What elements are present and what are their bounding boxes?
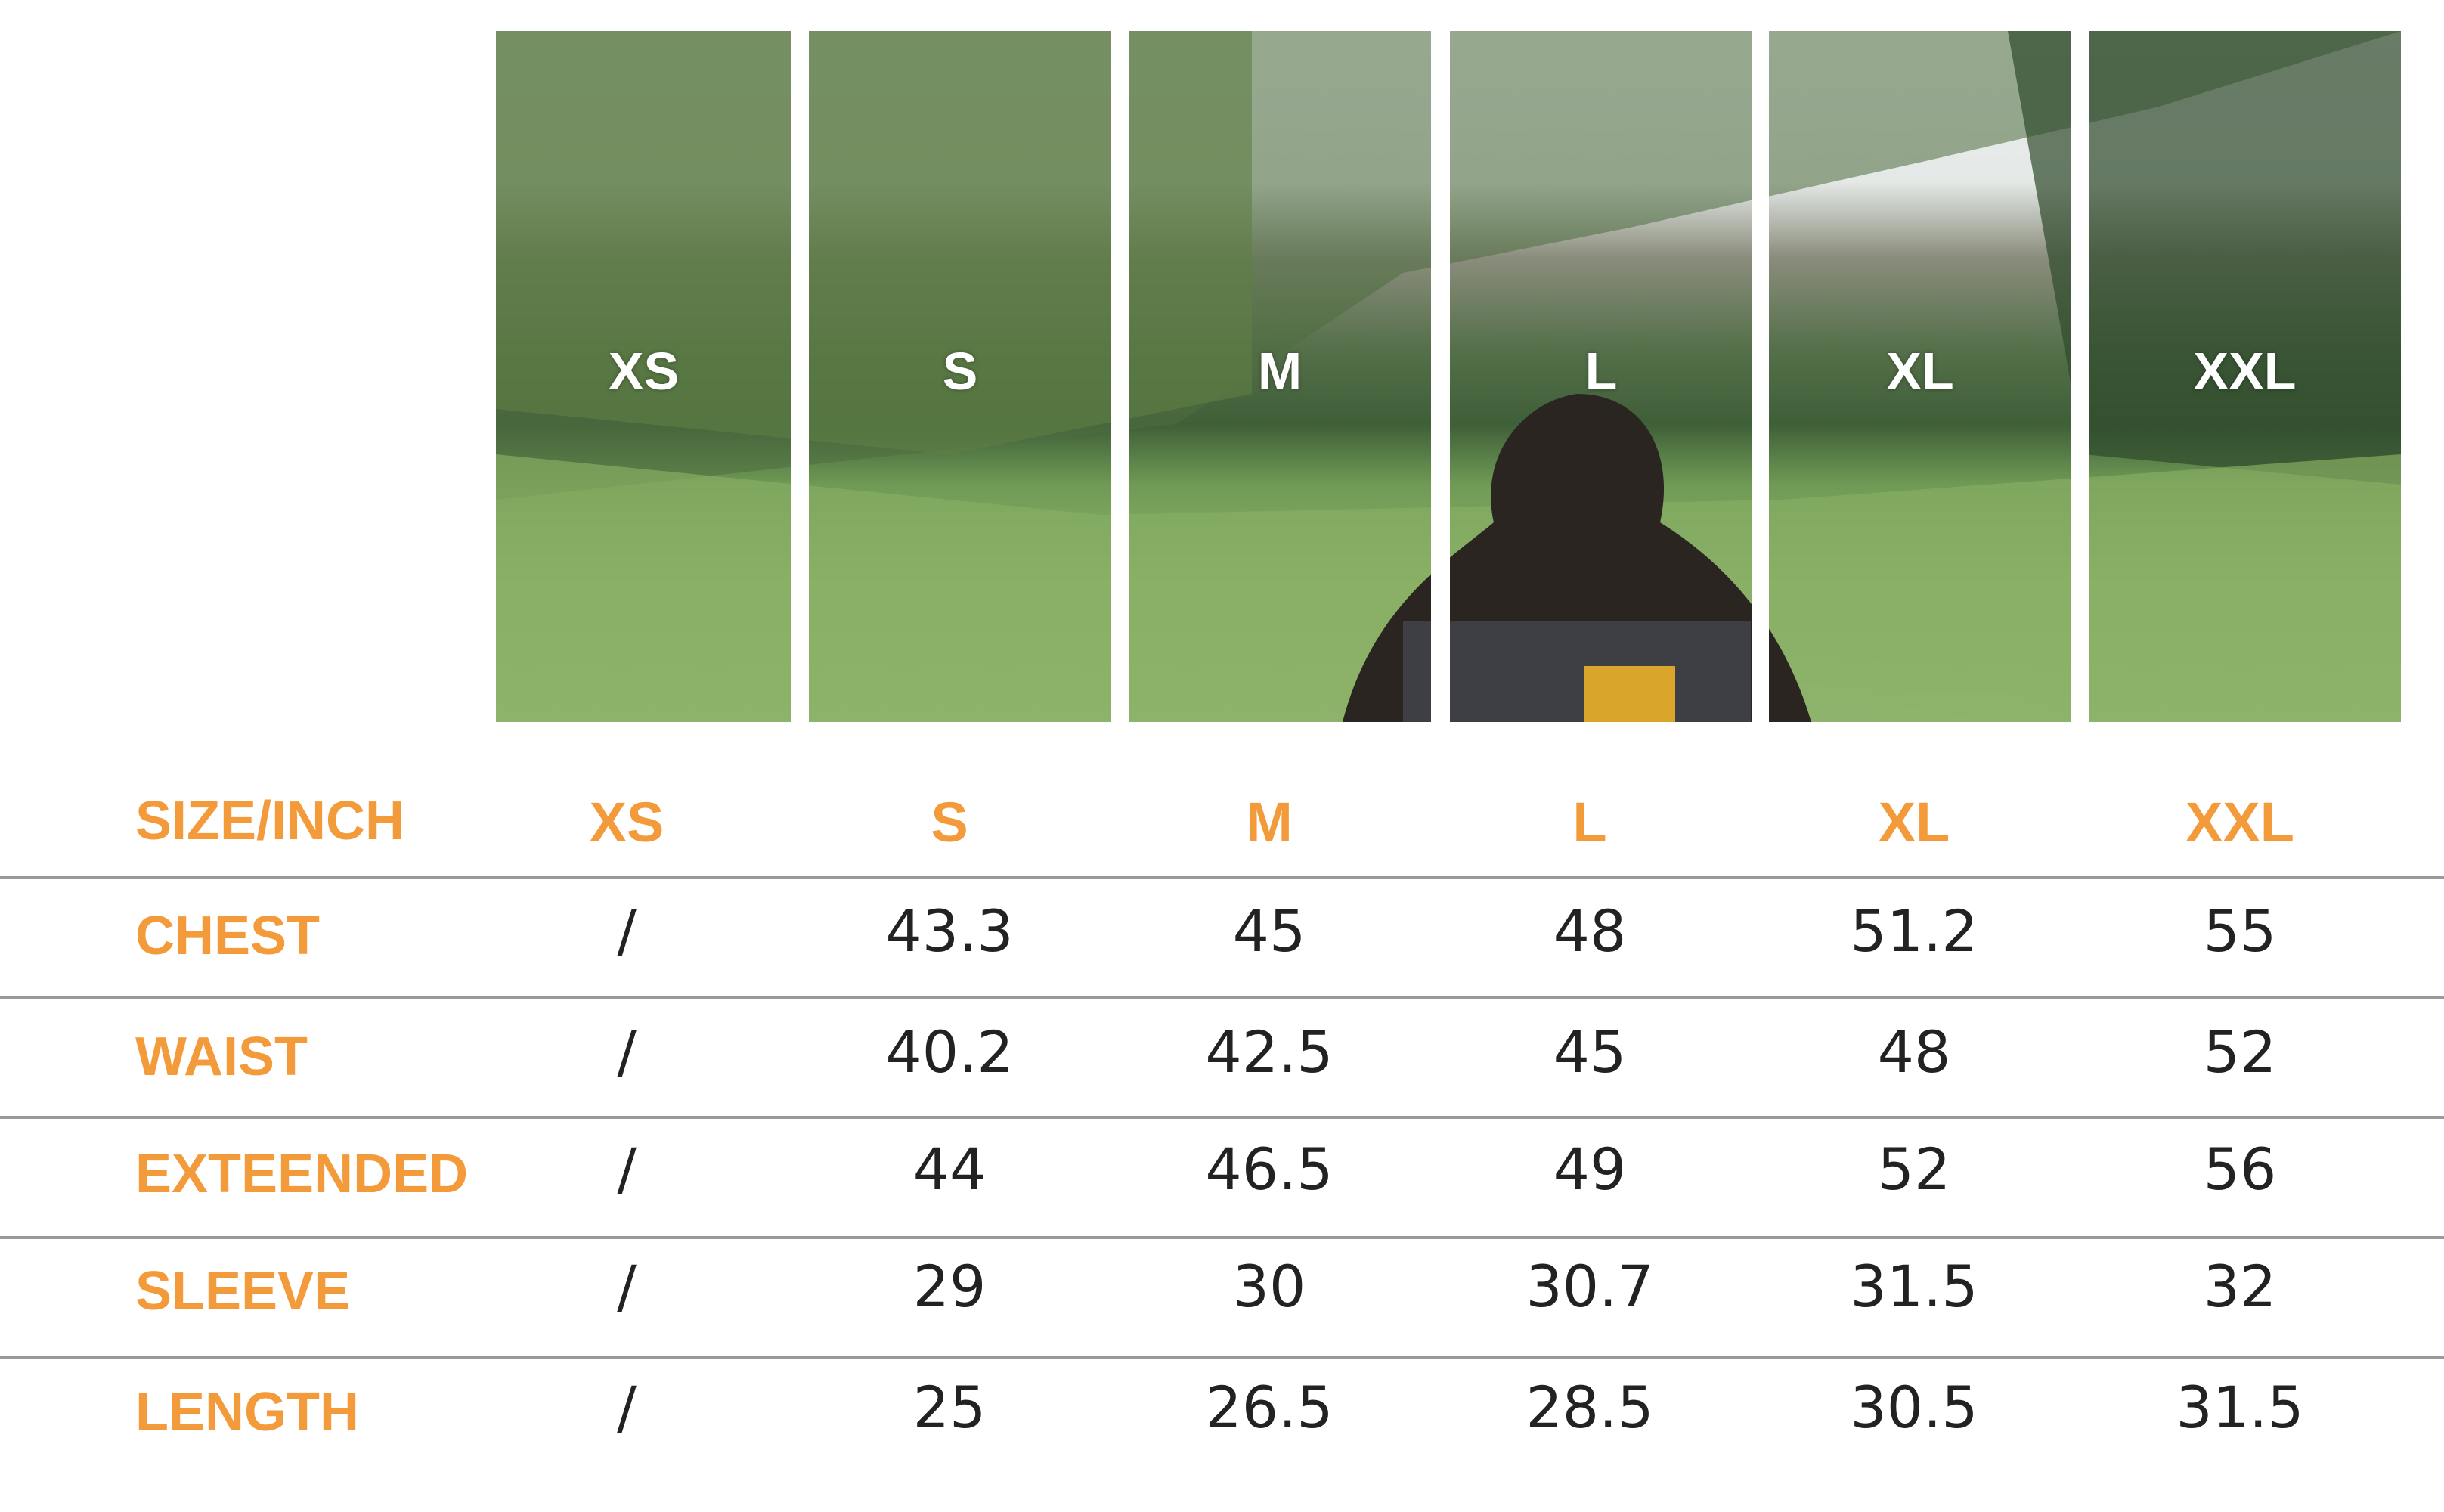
- column-header-xs: XS: [589, 791, 664, 854]
- column-header-xxl: XXL: [2185, 791, 2294, 854]
- size-panel-xs: XS: [496, 31, 791, 722]
- table-cell: 31.5: [2176, 1374, 2304, 1441]
- table-cell: 56: [2203, 1136, 2277, 1203]
- landscape-photo: [1769, 31, 2071, 722]
- landscape-photo: [496, 31, 791, 722]
- landscape-photo: [1450, 31, 1752, 722]
- table-cell: 32: [2203, 1253, 2277, 1320]
- table-cell: 45: [1553, 1018, 1627, 1086]
- table-cell: 44: [912, 1136, 987, 1203]
- table-cell: /: [617, 1136, 637, 1203]
- landscape-photo: [809, 31, 1111, 722]
- table-cell: 28.5: [1526, 1374, 1654, 1441]
- table-cell: 52: [2203, 1018, 2277, 1086]
- table-cell: 43.3: [885, 897, 1014, 965]
- table-cell: 30.5: [1850, 1374, 1978, 1441]
- corner-header: SIZE/INCH: [135, 791, 405, 851]
- panel-size-label: M: [1257, 342, 1303, 401]
- table-cell: 55: [2203, 897, 2277, 965]
- panel-size-label: XL: [1886, 342, 1954, 401]
- column-header-m: M: [1246, 791, 1293, 854]
- size-panel-s: S: [809, 31, 1111, 722]
- size-panel-m: M: [1129, 31, 1431, 722]
- size-panel-xl: XL: [1769, 31, 2071, 722]
- size-panel-xxl: XXL: [2089, 31, 2401, 722]
- table-cell: 25: [912, 1374, 987, 1441]
- landscape-photo: [2089, 31, 2401, 722]
- table-cell: /: [617, 897, 637, 965]
- row-label-waist: WAIST: [135, 1027, 308, 1087]
- panel-size-label: XS: [608, 342, 680, 401]
- table-cell: /: [617, 1253, 637, 1320]
- row-divider: [0, 1356, 2444, 1359]
- table-cell: 26.5: [1205, 1374, 1334, 1441]
- table-cell: 45: [1232, 897, 1306, 965]
- row-label-chest: CHEST: [135, 906, 321, 966]
- table-cell: 51.2: [1850, 897, 1978, 965]
- table-cell: /: [617, 1018, 637, 1086]
- column-header-xl: XL: [1878, 791, 1950, 854]
- table-cell: 40.2: [885, 1018, 1014, 1086]
- row-label-exteended: EXTEENDED: [135, 1144, 469, 1204]
- panel-size-label: S: [942, 342, 978, 401]
- landscape-photo: [1129, 31, 1431, 722]
- row-divider: [0, 1236, 2444, 1239]
- size-panel-l: L: [1450, 31, 1752, 722]
- panel-size-label: L: [1584, 342, 1618, 401]
- table-cell: 49: [1553, 1136, 1627, 1203]
- column-header-s: S: [931, 791, 968, 854]
- column-header-l: L: [1572, 791, 1607, 854]
- row-divider: [0, 996, 2444, 999]
- table-cell: 48: [1877, 1018, 1951, 1086]
- row-label-length: LENGTH: [135, 1382, 359, 1442]
- table-cell: 46.5: [1205, 1136, 1334, 1203]
- table-cell: 48: [1553, 897, 1627, 965]
- table-cell: 29: [912, 1253, 987, 1320]
- table-cell: /: [617, 1374, 637, 1441]
- table-cell: 42.5: [1205, 1018, 1334, 1086]
- table-cell: 31.5: [1850, 1253, 1978, 1320]
- row-divider: [0, 1116, 2444, 1119]
- table-cell: 52: [1877, 1136, 1951, 1203]
- table-cell: 30.7: [1526, 1253, 1654, 1320]
- panel-size-label: XXL: [2193, 342, 2297, 401]
- row-label-sleeve: SLEEVE: [135, 1261, 351, 1321]
- table-cell: 30: [1232, 1253, 1306, 1320]
- row-divider: [0, 876, 2444, 879]
